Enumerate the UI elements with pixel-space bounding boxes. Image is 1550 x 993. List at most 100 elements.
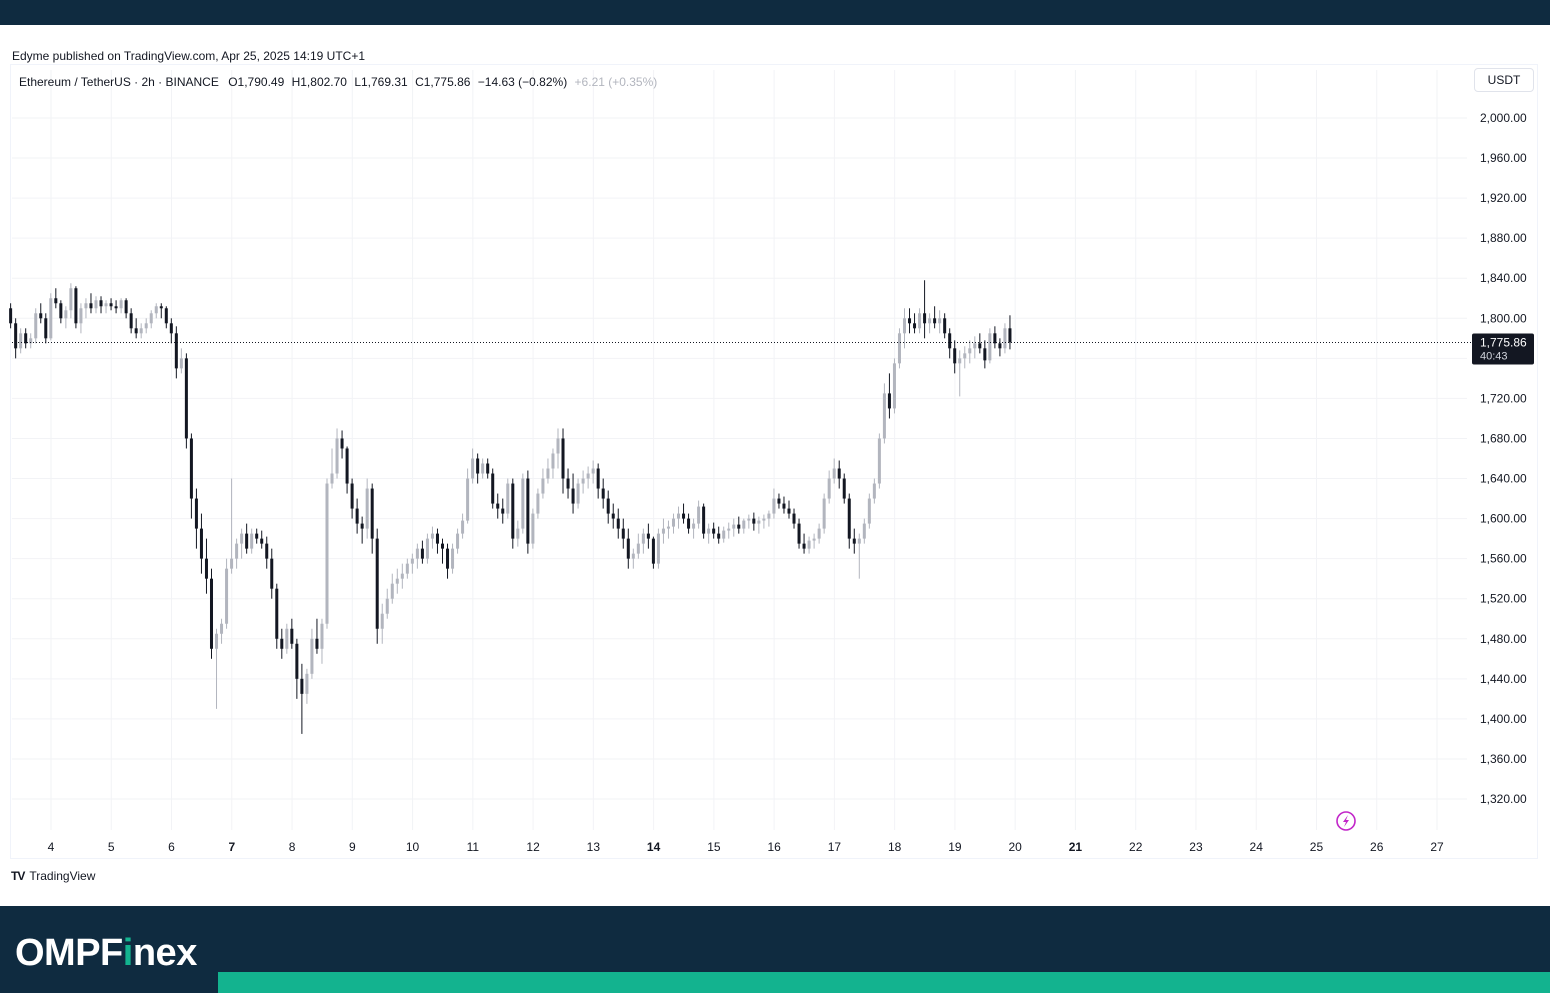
candle [375,528,379,644]
candle-body [204,558,208,579]
candle-body [953,348,957,364]
candle-body [611,513,615,519]
candle-body [375,538,379,629]
candle-body [687,518,691,529]
candle [209,568,214,659]
candle [94,296,98,314]
candle [481,458,485,479]
candle [285,623,289,654]
candle [44,313,48,344]
candle-body [209,578,214,649]
candle [335,428,339,479]
candle [902,308,907,349]
candle [687,513,691,534]
x-tick-label: 6 [168,840,175,854]
candle [727,522,731,539]
candle-body [867,498,871,524]
candle [757,516,761,534]
candle-body [114,306,118,309]
y-tick-label: 2,000.00 [1480,111,1527,125]
candle-body [134,328,138,334]
candle-body [456,533,460,549]
candle [918,308,922,334]
candle [199,513,203,574]
candle-body [290,628,294,644]
candle [586,466,590,489]
candle [496,493,500,519]
candle [69,283,73,319]
candle-body [435,533,439,544]
candle-body [501,508,505,514]
chart-frame [10,64,1538,859]
candle [79,303,83,334]
candle-body [1008,328,1012,343]
candle [204,538,208,594]
x-tick-label: 7 [228,840,235,854]
candle-body [902,318,907,334]
candle-body [235,543,239,559]
currency-button[interactable]: USDT [1474,68,1534,92]
candle [576,478,580,509]
price-tag [1472,333,1534,365]
candle [471,448,475,484]
candle-body [415,548,419,559]
candle [933,306,937,329]
candle [943,313,947,339]
candle-body [938,318,942,324]
candle-body [430,533,434,539]
candle-body [948,333,952,349]
candle-body [405,563,409,574]
candle-body [255,533,259,539]
candle [420,540,424,564]
candle-body [365,488,369,529]
candle [270,548,274,599]
candle [109,298,113,311]
candle-body [817,528,821,539]
candle-body [89,303,93,309]
candle [54,288,58,309]
candle [782,496,786,514]
candle [390,573,394,604]
y-tick-label: 1,520.00 [1480,592,1527,606]
flash-icon[interactable] [1336,811,1356,831]
candle [99,296,103,314]
candle-body [998,343,1002,349]
candle-body [581,478,585,484]
footer-stripe [218,972,1550,993]
tradingview-wordmark: TradingView [29,869,96,883]
candle [887,373,891,419]
candle [983,340,987,369]
candle-body [395,578,399,584]
x-tick-label: 11 [467,840,480,854]
candle [611,503,615,529]
candle-body [44,318,48,339]
candle-body [842,478,846,499]
candle-body [757,520,761,524]
candle-body [149,313,153,324]
candle [682,503,686,524]
candle-body [682,513,686,519]
candle-body [39,313,43,319]
tradingview-logo[interactable]: TV TradingView [11,869,95,883]
candle-body [305,673,309,694]
brand-main: OMPF [15,932,123,974]
symbol-label[interactable]: Ethereum / TetherUS · 2h · BINANCE [19,75,219,89]
candle [179,348,183,374]
y-tick-label: 1,680.00 [1480,431,1527,445]
candle-body [310,638,314,674]
candle-body [410,558,414,564]
candle-body [330,473,334,484]
flash-icon-bolt [1343,815,1349,827]
candle-body [139,328,143,334]
candle [129,308,133,334]
candle-body [466,478,470,521]
candle-body [707,528,711,534]
x-tick-label: 16 [767,840,781,854]
candle [636,533,640,559]
candle [722,526,726,543]
candle [541,468,545,499]
candle-body [596,468,600,489]
candle-body [1003,328,1007,349]
candle-body [732,524,736,529]
